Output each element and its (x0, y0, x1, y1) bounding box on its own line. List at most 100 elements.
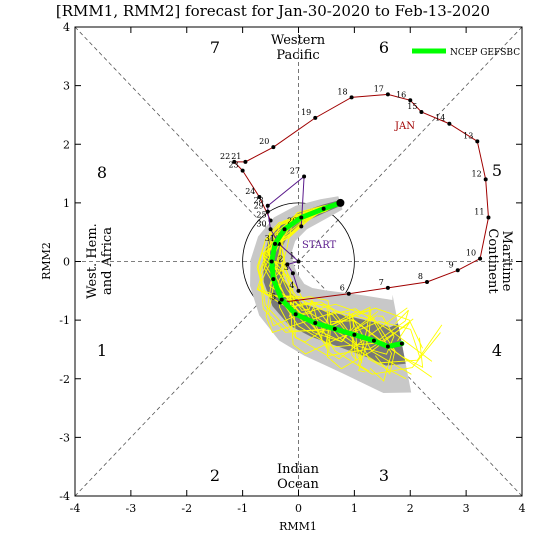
y-tick-label: -3 (59, 431, 70, 444)
day-label: 19 (301, 108, 311, 117)
day-label: 15 (407, 102, 417, 111)
phase-8-label: 8 (97, 163, 107, 182)
observed-point (385, 92, 390, 97)
forecast-mean-point (273, 241, 278, 246)
y-tick-label: 2 (63, 138, 70, 151)
x-tick-label: -1 (237, 502, 248, 515)
day-label: 30 (256, 219, 266, 228)
observed-point (483, 177, 488, 182)
region-maritime-line2: Continent (485, 228, 500, 294)
x-tick-label: 2 (407, 502, 414, 515)
observed-point (268, 227, 273, 232)
observed-point (385, 285, 390, 290)
region-west-hem-line1: West. Hem. (85, 223, 100, 299)
observed-point (349, 95, 354, 100)
day-label: 9 (449, 260, 454, 269)
ensemble-mean-forecast (269, 198, 405, 350)
observed-point (296, 288, 301, 293)
x-tick-label: 3 (463, 502, 470, 515)
y-tick-label: 0 (63, 256, 70, 269)
forecast-mean-point (269, 259, 274, 264)
observed-point (475, 139, 480, 144)
legend: NCEP GEFSBC (412, 48, 520, 58)
day-label: 10 (466, 249, 476, 258)
phase-5-label: 5 (492, 161, 502, 180)
chart-title: [RMM1, RMM2] forecast for Jan-30-2020 to… (56, 2, 490, 20)
day-label: 18 (337, 87, 347, 96)
day-label: 17 (374, 84, 384, 93)
day-label: 21 (231, 152, 241, 161)
day-label: 16 (396, 90, 406, 99)
day-label: 20 (259, 137, 269, 146)
observed-point (232, 159, 237, 164)
region-indian-ocean-line1: Indian (277, 462, 320, 477)
day-label: 22 (220, 152, 230, 161)
forecast-mean-point (332, 326, 337, 331)
day-label: 6 (340, 284, 345, 293)
ensemble-member-line (262, 202, 433, 378)
observed-point (455, 268, 460, 273)
observed-point (346, 291, 351, 296)
observed-point (265, 203, 270, 208)
observed-point (243, 159, 248, 164)
observed-point (299, 224, 304, 229)
region-western-pacific-line2: Pacific (276, 48, 319, 63)
day-label: 27 (290, 166, 300, 175)
x-tick-label: -2 (181, 502, 192, 515)
day-label: 4 (289, 281, 294, 290)
y-axis-label: RMM2 (40, 242, 53, 280)
y-tick-label: -4 (59, 490, 70, 503)
forecast-mean-point (352, 332, 357, 337)
day-label: 14 (435, 114, 445, 123)
phase-4-label: 4 (492, 341, 502, 360)
phase-6-label: 6 (379, 38, 389, 57)
observed-point (408, 98, 413, 103)
day-label: 26 (287, 216, 297, 225)
observed-line-december (267, 175, 305, 291)
forecast-mean-point (282, 227, 287, 232)
phase-3-label: 3 (379, 466, 389, 485)
x-tick-label: -4 (70, 502, 81, 515)
day-label: 11 (474, 208, 484, 217)
phase-7-label: 7 (210, 38, 220, 57)
observed-point (240, 168, 245, 173)
observed-point (257, 195, 262, 200)
observed-point (302, 174, 307, 179)
y-tick-label: -1 (59, 314, 70, 327)
x-tick-label: 1 (351, 502, 358, 515)
observed-point (419, 110, 424, 115)
observed-point (478, 256, 483, 261)
forecast-mean-point (371, 338, 376, 343)
day-label: 8 (418, 272, 423, 281)
day-label: 28 (254, 196, 264, 205)
day-label: 31 (265, 234, 275, 243)
observed-point (265, 209, 270, 214)
observed-point (290, 271, 295, 276)
observed-point (425, 280, 430, 285)
forecast-mean-point (293, 312, 298, 317)
region-maritime-line1: Maritime (499, 231, 514, 292)
day-label: 12 (471, 169, 481, 178)
x-tick-label: 0 (295, 502, 302, 515)
forecast-mean-point (279, 297, 284, 302)
start-label: START (302, 240, 337, 251)
legend-label: NCEP GEFSBC (450, 48, 520, 58)
observed-point (271, 145, 276, 150)
forecast-mean-point (321, 206, 326, 211)
day-label: 1 (289, 252, 294, 261)
day-label: 29 (254, 202, 264, 211)
day-label: 2 (278, 254, 283, 263)
y-tick-label: 3 (63, 80, 70, 93)
day-label: 24 (245, 187, 255, 196)
forecast-mean-point (271, 277, 276, 282)
forecast-mean-point (399, 341, 404, 346)
forecast-start-marker (336, 198, 345, 207)
x-tick-label: -3 (126, 502, 137, 515)
day-label: 3 (284, 263, 289, 272)
day-label: 13 (463, 131, 473, 140)
x-tick-label: 4 (519, 502, 526, 515)
